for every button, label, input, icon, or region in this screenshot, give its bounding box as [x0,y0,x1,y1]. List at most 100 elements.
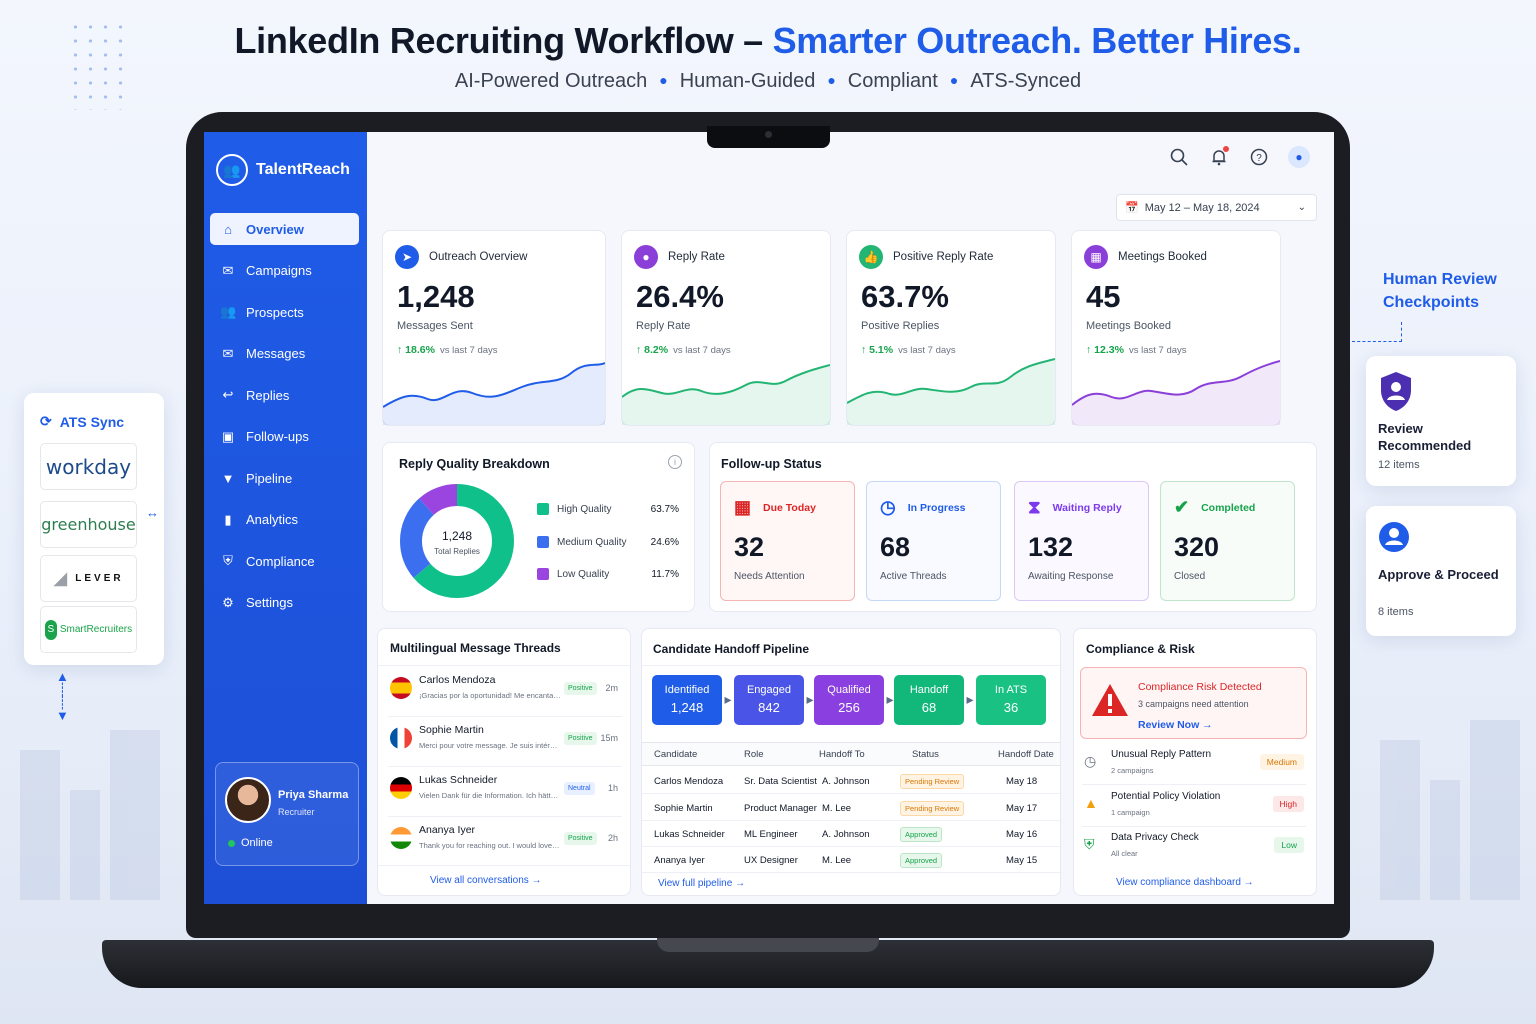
stage-engaged[interactable]: Engaged 842 [734,675,804,725]
kpi-title-label: Meetings Booked [1118,251,1207,263]
kpi-change-period: vs last 7 days [898,345,956,356]
info-icon[interactable]: i [668,455,682,469]
cell-candidate: Sophie Martin [654,803,713,814]
view-all-conversations-link[interactable]: View all conversations → [430,875,542,886]
followup-label: Closed [1174,571,1206,582]
sidebar-item-overview[interactable]: ⌂ Overview [210,213,359,245]
smartrecruiters-logo[interactable]: S SmartRecruiters [40,606,137,653]
stage-in-ats[interactable]: In ATS 36 [976,675,1046,725]
followup-completed[interactable]: ✔ Completed 320 Closed [1160,481,1295,601]
thread-name: Carlos Mendoza [419,674,496,686]
kpi-title-label: Reply Rate [668,251,725,263]
followup-title: Follow-up Status [721,457,822,471]
sidebar-item-follow-ups[interactable]: ▣ Follow-ups [210,421,359,453]
stage-qualified[interactable]: Qualified 256 [814,675,884,725]
thread-item[interactable]: Carlos Mendoza ¡Gracias por la oportunid… [388,667,622,717]
bell-icon[interactable] [1208,146,1230,168]
followup-in-progress[interactable]: ◷ In Progress 68 Active Threads [866,481,1001,601]
compliance-alert[interactable]: Compliance Risk Detected 3 campaigns nee… [1080,667,1307,739]
review-card-count: 12 items [1378,459,1420,471]
table-row[interactable]: Sophie Martin Product Manager M. Lee Pen… [642,795,1060,821]
cell-role: ML Engineer [744,829,798,840]
workday-logo[interactable]: workday [40,443,137,490]
followup-due-today[interactable]: ▦ Due Today 32 Needs Attention [720,481,855,601]
profile-avatar-icon[interactable]: ● [1288,146,1310,168]
camera-icon [765,131,772,138]
kpi-card-meetings[interactable]: ▦ Meetings Booked 45 Meetings Booked ↑ 12… [1071,230,1281,426]
divider [378,665,630,666]
search-icon[interactable] [1168,146,1190,168]
stage-identified[interactable]: Identified 1,248 [652,675,722,725]
kpi-card-outreach[interactable]: ➤ Outreach Overview 1,248 Messages Sent ↑… [382,230,606,426]
compliance-item-sub: 1 campaign [1111,808,1150,817]
france-flag-icon [390,727,412,749]
followup-item-title: Completed [1201,501,1256,514]
thread-item[interactable]: Lukas Schneider Vielen Dank für die Info… [388,767,622,817]
greenhouse-logo[interactable]: greenhouse [40,501,137,548]
view-full-pipeline-link[interactable]: View full pipeline → [658,878,746,889]
background-skyline [0,700,1536,900]
sidebar-item-replies[interactable]: ↩ Replies [210,379,359,411]
kpi-change-period: vs last 7 days [1128,345,1187,356]
stage-value: 842 [758,700,780,715]
sidebar-item-analytics[interactable]: ▮ Analytics [210,504,359,536]
sidebar-item-compliance[interactable]: ⛨ Compliance [210,545,359,577]
compliance-item[interactable]: ⛨ Data Privacy Check All clear Low [1082,828,1306,868]
stage-handoff[interactable]: Handoff 68 [894,675,964,725]
donut-segment-low-quality[interactable] [400,484,514,598]
notification-dot [1223,146,1229,152]
cell-role: Product Manager [744,803,817,814]
thread-item[interactable]: Ananya Iyer Thank you for reaching out. … [388,817,622,867]
compliance-item[interactable]: ▲ Potential Policy Violation 1 campaign … [1082,787,1306,827]
calendar-icon: 📅 [1125,202,1139,214]
kpi-card-positive-reply[interactable]: 👍 Positive Reply Rate 63.7% Positive Repl… [846,230,1056,426]
status-badge: Approved [900,827,943,842]
stage-value: 36 [1003,700,1019,715]
sidebar-item-settings[interactable]: ⚙ Settings [210,587,359,619]
review-recommended-card[interactable]: Review Recommended 12 items [1366,356,1516,486]
status-badge: Pending Review [900,774,965,789]
table-row[interactable]: Ananya Iyer UX Designer M. Lee Approved … [642,847,1060,873]
arrow-right-icon: ▸ [724,691,732,707]
followup-waiting-reply[interactable]: ⧗ Waiting Reply 132 Awaiting Response [1014,481,1149,601]
table-row[interactable]: Carlos Mendoza Sr. Data Scientist A. Joh… [642,768,1060,794]
alert-title: Compliance Risk Detected [1138,681,1262,693]
lever-logo[interactable]: ◢ LEVER [40,555,137,602]
view-compliance-dashboard-link[interactable]: View compliance dashboard → [1116,877,1254,888]
legend-value: 11.7% [651,568,679,580]
sidebar-item-pipeline[interactable]: ▼ Pipeline [210,462,359,494]
send-icon: ➤ [395,245,419,269]
stage-value: 1,248 [670,700,704,715]
date-range-label: May 12 – May 18, 2024 [1144,201,1260,214]
thread-item[interactable]: Sophie Martin Merci pour votre message. … [388,717,622,767]
compliance-item-title: Unusual Reply Pattern [1111,749,1212,760]
kpi-card-reply-rate[interactable]: ● Reply Rate 26.4% Reply Rate ↑ 8.2% vs la… [621,230,831,426]
sparkline [383,362,605,425]
approve-proceed-card[interactable]: Approve & Proceed 8 items [1366,506,1516,636]
risk-badge: High [1272,796,1304,812]
followup-header: ✔ Completed [1174,497,1255,518]
column-header: Handoff Date [998,749,1054,760]
legend-low-quality: Low Quality 11.7% [537,568,679,580]
donut-segment-medium-quality[interactable] [400,484,514,598]
brand[interactable]: 👥 TalentReach [216,154,350,186]
sidebar-item-campaigns[interactable]: ✉ Campaigns [210,255,359,287]
thread-message: Merci pour votre message. Je suis intére… [419,741,561,750]
sidebar-item-label: Compliance [246,553,315,569]
risk-badge: Medium [1259,754,1304,770]
compliance-item-sub: All clear [1111,849,1138,858]
sidebar-item-prospects[interactable]: 👥 Prospects [210,296,359,328]
thread-name: Sophie Martin [419,724,484,736]
date-range-picker[interactable]: 📅 May 12 – May 18, 2024 ⌄ [1116,194,1317,221]
table-row[interactable]: Lukas Schneider ML Engineer A. Johnson A… [642,821,1060,847]
bullet-icon: ● [659,72,668,88]
user-profile-card[interactable]: Priya Sharma Recruiter Online [215,762,359,866]
review-now-link[interactable]: Review Now → [1138,719,1213,731]
sidebar-item-messages[interactable]: ✉ Messages [210,338,359,370]
compliance-item[interactable]: ◷ Unusual Reply Pattern 2 campaigns Medi… [1082,745,1306,785]
calendar-alert-icon: ▦ [734,497,752,517]
help-icon[interactable]: ? [1248,146,1270,168]
hero-features: AI-Powered Outreach ● Human-Guided ● Complia… [0,70,1536,93]
thread-message: Thank you for reaching out. I would love… [419,841,561,850]
thread-message: Vielen Dank für die Information. Ich hät… [419,791,561,800]
